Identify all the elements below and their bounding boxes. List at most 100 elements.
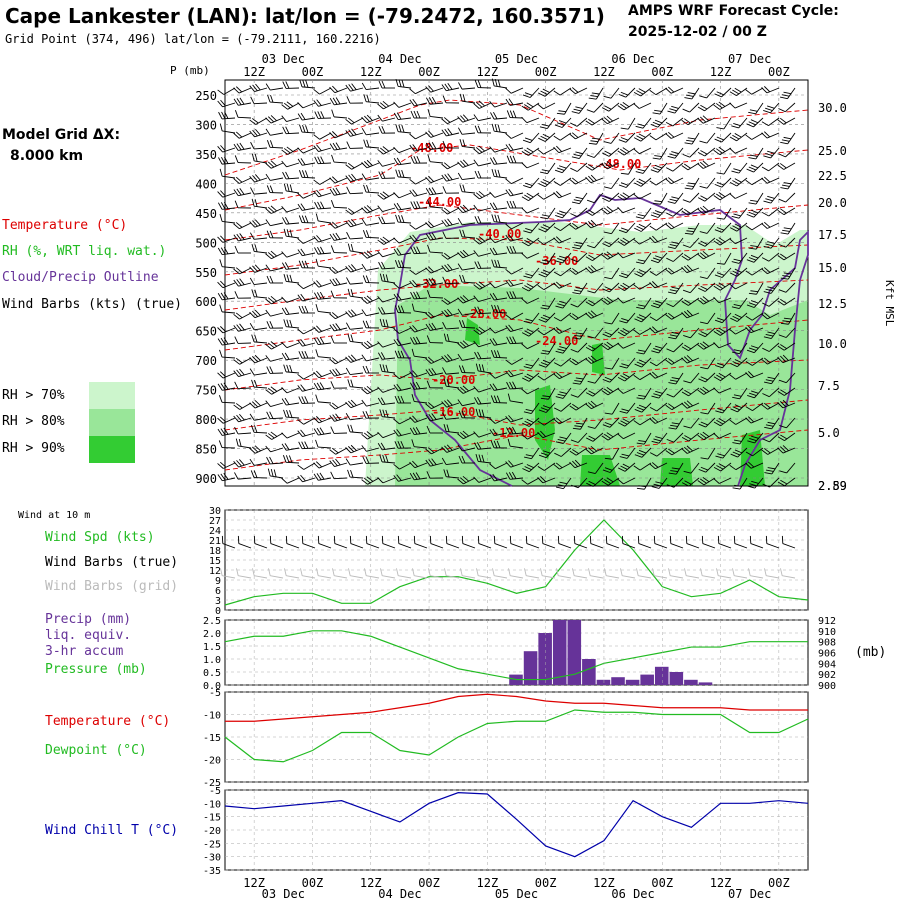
barb-feather	[715, 365, 723, 369]
wind-barb	[748, 147, 764, 160]
wind-barb	[713, 101, 732, 110]
barb-feather	[780, 187, 788, 190]
barb-staff	[494, 327, 508, 334]
barb-staff	[575, 132, 588, 140]
barb-feather	[620, 137, 629, 141]
barb-staff	[784, 477, 796, 487]
wind-barb	[266, 230, 284, 239]
barb-feather	[521, 241, 529, 247]
barb-feather	[588, 568, 591, 576]
barb-staff	[769, 432, 780, 443]
wind-barb	[409, 98, 428, 107]
barb-feather	[331, 447, 339, 454]
barb-feather	[289, 229, 293, 238]
barb-feather	[554, 124, 563, 128]
barb-feather	[300, 112, 306, 120]
wind-barb	[441, 457, 460, 466]
barb-feather	[665, 314, 672, 320]
barb-staff	[691, 177, 700, 190]
wind-barb	[233, 368, 252, 378]
barb-feather	[569, 360, 577, 366]
barb-staff	[509, 342, 524, 345]
wind-barb	[249, 264, 268, 273]
wind-barb	[474, 396, 492, 405]
barb-staff	[770, 327, 780, 339]
wind-barb	[780, 132, 796, 145]
barb-staff	[318, 575, 332, 579]
barb-feather	[732, 134, 740, 140]
wind-barb	[521, 192, 540, 202]
barb-staff	[238, 372, 252, 378]
barb-feather	[761, 166, 769, 172]
barb-feather	[505, 87, 512, 94]
wind-barb	[761, 162, 780, 172]
barb-staff	[463, 477, 476, 485]
barb-staff	[575, 267, 588, 275]
barb-staff	[446, 87, 460, 92]
wind-barb	[553, 281, 572, 289]
barb-feather	[671, 196, 679, 200]
pressure-tick-label-right: 912	[818, 616, 836, 627]
surface-wind-barb	[413, 535, 428, 549]
wind-barb	[697, 341, 716, 350]
barb-staff	[785, 147, 796, 158]
barb-feather	[780, 322, 789, 325]
barb-feather	[553, 135, 561, 141]
pressure-tick-label-right: 906	[818, 649, 836, 660]
barb-feather	[635, 125, 644, 129]
barb-staff	[640, 87, 652, 97]
barb-feather	[239, 142, 245, 150]
barb-feather	[572, 337, 581, 340]
barb-feather	[283, 148, 291, 154]
barb-staff	[787, 177, 796, 190]
barb-feather	[604, 367, 613, 370]
barb-feather	[729, 464, 737, 471]
wind-barb	[217, 190, 236, 198]
barb-feather	[575, 241, 584, 245]
barb-feather	[233, 268, 240, 275]
barb-staff	[254, 132, 268, 138]
wind-barb	[684, 177, 700, 190]
barb-feather	[489, 282, 496, 289]
barb-feather	[377, 431, 384, 438]
barb-staff	[580, 417, 588, 430]
wind-barb	[585, 207, 604, 216]
wind-barb	[570, 432, 588, 443]
barb-feather	[636, 397, 645, 400]
wind-barb	[521, 432, 540, 440]
barb-feather	[602, 243, 610, 248]
barb-feather	[497, 124, 501, 133]
barb-staff	[350, 132, 364, 137]
barb-staff	[607, 477, 620, 486]
barb-feather	[586, 199, 595, 204]
wind-barb	[667, 147, 684, 159]
wind-barb	[665, 312, 684, 320]
barb-feather	[506, 427, 511, 435]
wind-barb	[298, 305, 315, 314]
wind-barb	[506, 200, 523, 209]
barb-feather	[269, 366, 274, 374]
wind-barb	[667, 102, 684, 114]
barb-staff	[559, 462, 572, 470]
barb-feather	[283, 364, 287, 373]
barb-feather	[686, 445, 693, 452]
wind-barb	[634, 447, 652, 458]
wind-barb	[586, 147, 604, 158]
barb-staff	[382, 543, 396, 549]
barb-staff	[641, 312, 652, 323]
barb-feather	[522, 139, 531, 144]
barb-feather	[474, 261, 479, 269]
barb-staff	[286, 371, 300, 374]
barb-feather	[555, 215, 563, 219]
barb-feather	[524, 420, 532, 425]
barb-feather	[633, 91, 641, 97]
barb-staff	[286, 207, 300, 213]
barb-feather	[236, 98, 242, 105]
wind-barb	[473, 340, 492, 348]
barb-staff	[414, 297, 428, 300]
surface-grid-wind-barb	[780, 568, 796, 579]
precip-bar	[654, 666, 669, 685]
wind-barb	[618, 462, 636, 472]
barb-staff	[430, 132, 444, 138]
pressure-axis-title: P (mb)	[170, 64, 210, 77]
